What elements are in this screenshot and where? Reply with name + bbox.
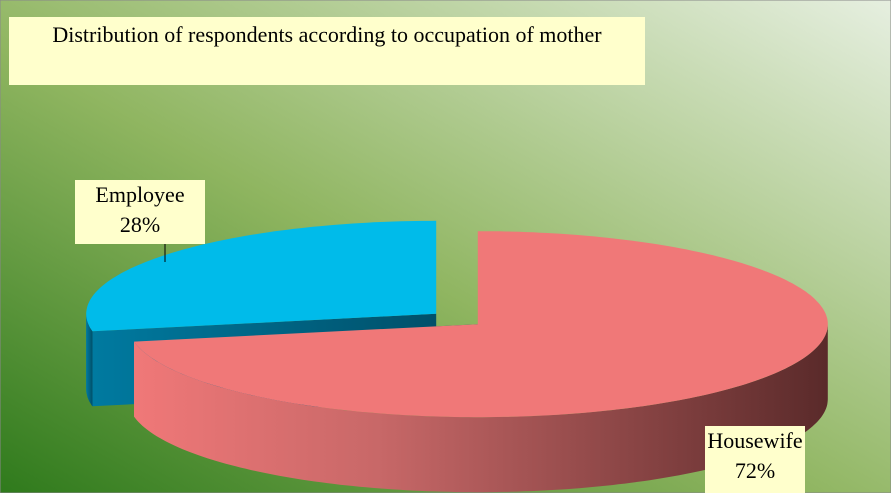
slice-side [86,313,93,407]
labels: Housewife 72% Employee 28% [75,180,805,493]
label-box [705,426,805,493]
chart-title: Distribution of respondents according to… [9,17,645,85]
label-box [75,180,205,244]
slice-category: Housewife [707,428,802,453]
pie [86,220,828,493]
slice-value-label: 72% [735,458,775,483]
slice-category: Employee [95,182,184,207]
slice [134,231,828,418]
slice-value-label: 28% [120,212,160,237]
slice [86,220,437,332]
slice-side [134,324,828,493]
